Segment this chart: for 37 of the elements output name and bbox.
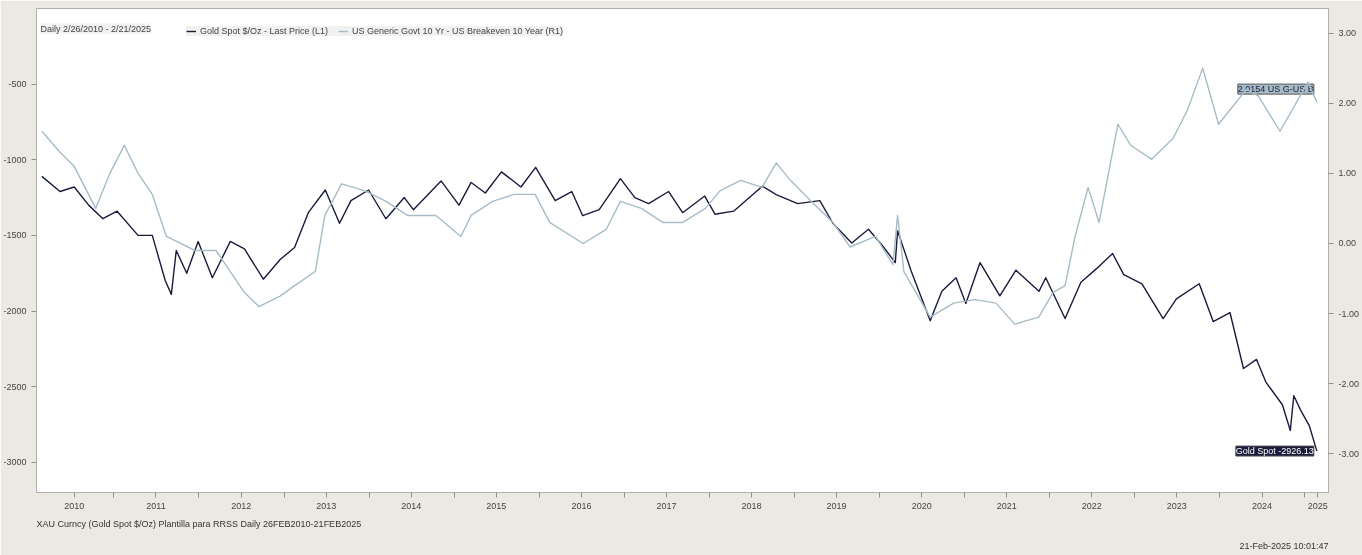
y-tick-label: -3000 [3, 457, 27, 468]
x-tick-label: 2019 [826, 500, 847, 511]
data-label: 2.0154 US G-US B [1237, 84, 1314, 95]
text: 21-Feb-2025 10:01:47 [1239, 540, 1329, 551]
y-tick-label: -500 [8, 79, 27, 90]
legend-label: Gold Spot $/Oz - Last Price (L1) [200, 26, 329, 36]
x-tick-label: 2023 [1166, 500, 1187, 511]
x-tick-label: 2017 [656, 500, 677, 511]
x-tick-label: 2014 [401, 500, 422, 511]
x-tick-label: 2022 [1081, 500, 1102, 511]
x-tick-label: 2010 [64, 500, 85, 511]
x-tick-label: 2016 [571, 500, 592, 511]
x-tick-label: 2013 [316, 500, 337, 511]
data-label: Gold Spot -2926.13 [1235, 446, 1314, 457]
y2-tick-label: 3.00 [1338, 28, 1357, 39]
y2-tick-label: 1.00 [1338, 168, 1357, 179]
y-tick-label: -2500 [3, 381, 27, 392]
x-tick-label: 2021 [996, 500, 1017, 511]
y-tick-label: -1000 [3, 154, 27, 165]
y-tick-label: -2000 [3, 306, 27, 316]
y2-tick-label: -3.00 [1338, 448, 1360, 459]
x-tick-label: 2015 [486, 500, 507, 511]
y2-tick-label: 0.00 [1338, 238, 1357, 249]
legend-label: US Generic Govt 10 Yr - US Breakeven 10 Year (R1) [352, 26, 563, 36]
y2-tick-label: -2.00 [1338, 378, 1360, 389]
line-series [41, 67, 1318, 325]
x-tick-label: 2018 [741, 500, 762, 511]
x-tick-label: 2012 [231, 500, 252, 511]
y2-tick-label: -1.00 [1338, 308, 1360, 319]
x-tick-label: 2020 [911, 500, 932, 511]
y-tick-label: -1500 [3, 230, 27, 241]
x-tick-label: 2011 [146, 500, 166, 511]
y2-tick-label: 2.00 [1338, 98, 1357, 109]
text: XAU Curncy (Gold Spot $/Oz) Plantilla para RRSS Daily 26FEB2010-21FEB2025 [36, 518, 362, 529]
x-tick-label: 2024 [1252, 500, 1273, 511]
legend-title: Daily 2/26/2010 - 2/21/2025 [40, 23, 152, 34]
x-tick-label: 2025 [1307, 500, 1328, 511]
